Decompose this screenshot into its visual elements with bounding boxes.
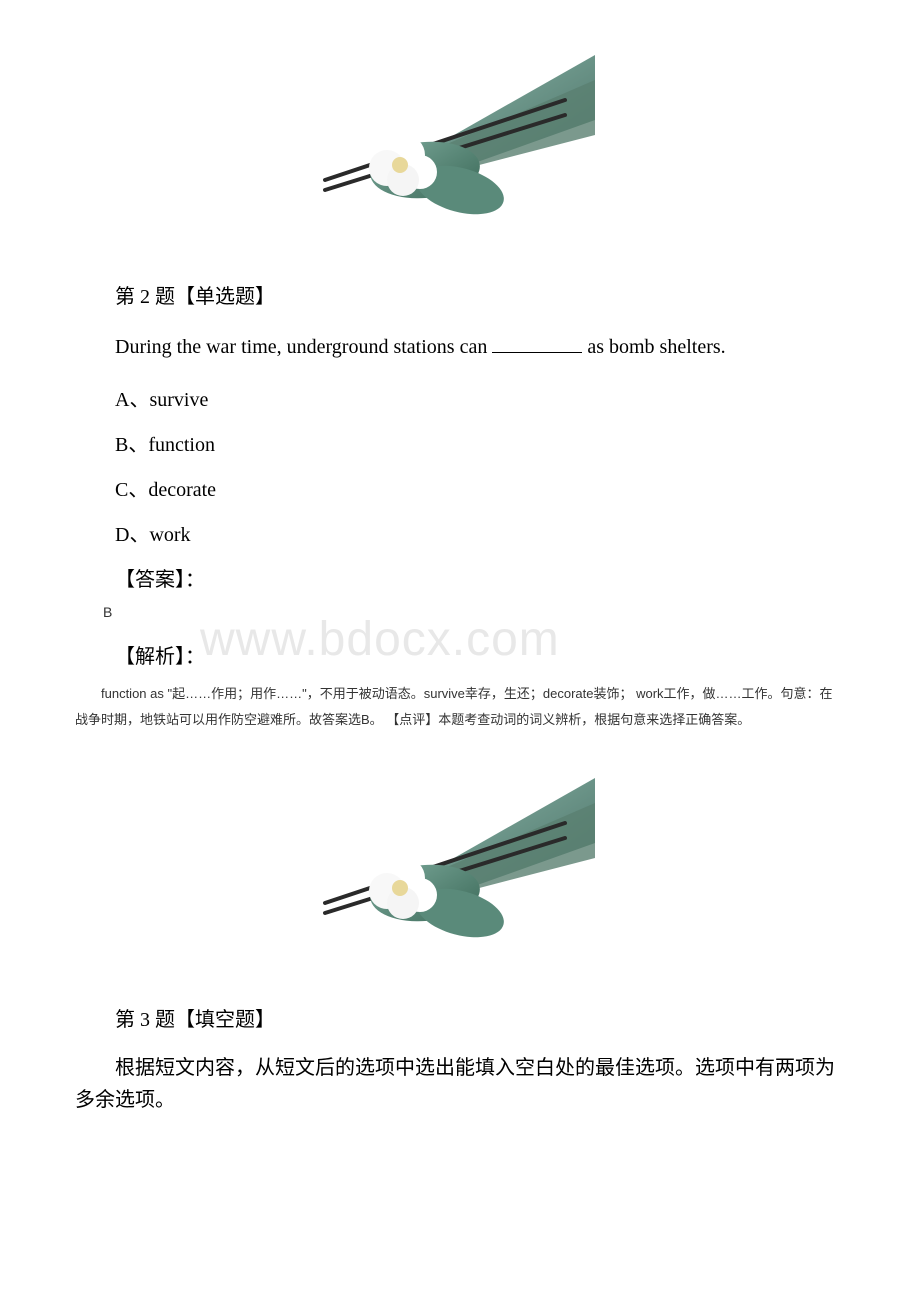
question-2-block: 第 2 题【单选题】 During the war time, undergro…	[0, 280, 920, 733]
question-3-block: 第 3 题【填空题】 根据短文内容，从短文后的选项中选出能填入空白处的最佳选项。…	[0, 1003, 920, 1116]
question-3-instruction: 根据短文内容，从短文后的选项中选出能填入空白处的最佳选项。选项中有两项为多余选项…	[75, 1052, 845, 1116]
question-2-blank	[492, 329, 582, 353]
decorative-divider-image-1	[315, 40, 605, 240]
answer-label-2: 【答案】：	[75, 563, 845, 592]
question-3-header: 第 3 题【填空题】	[75, 1003, 845, 1032]
answer-value-2: B	[75, 604, 845, 620]
analysis-text-2: function as "起……作用；用作……"，不用于被动语态。survive…	[75, 681, 845, 733]
content-wrapper: 第 2 题【单选题】 During the war time, undergro…	[0, 40, 920, 1116]
question-2-header: 第 2 题【单选题】	[75, 280, 845, 309]
option-d: D、work	[75, 518, 845, 547]
decorative-divider-image-2	[315, 763, 605, 963]
option-c: C、decorate	[75, 473, 845, 502]
analysis-label-2: 【解析】：	[75, 640, 845, 669]
question-2-text-before: During the war time, underground station…	[115, 336, 492, 358]
question-2-text-after: as bomb shelters.	[582, 336, 725, 358]
option-b: B、function	[75, 428, 845, 457]
option-a: A、survive	[75, 383, 845, 412]
question-2-text: During the war time, underground station…	[75, 329, 845, 363]
